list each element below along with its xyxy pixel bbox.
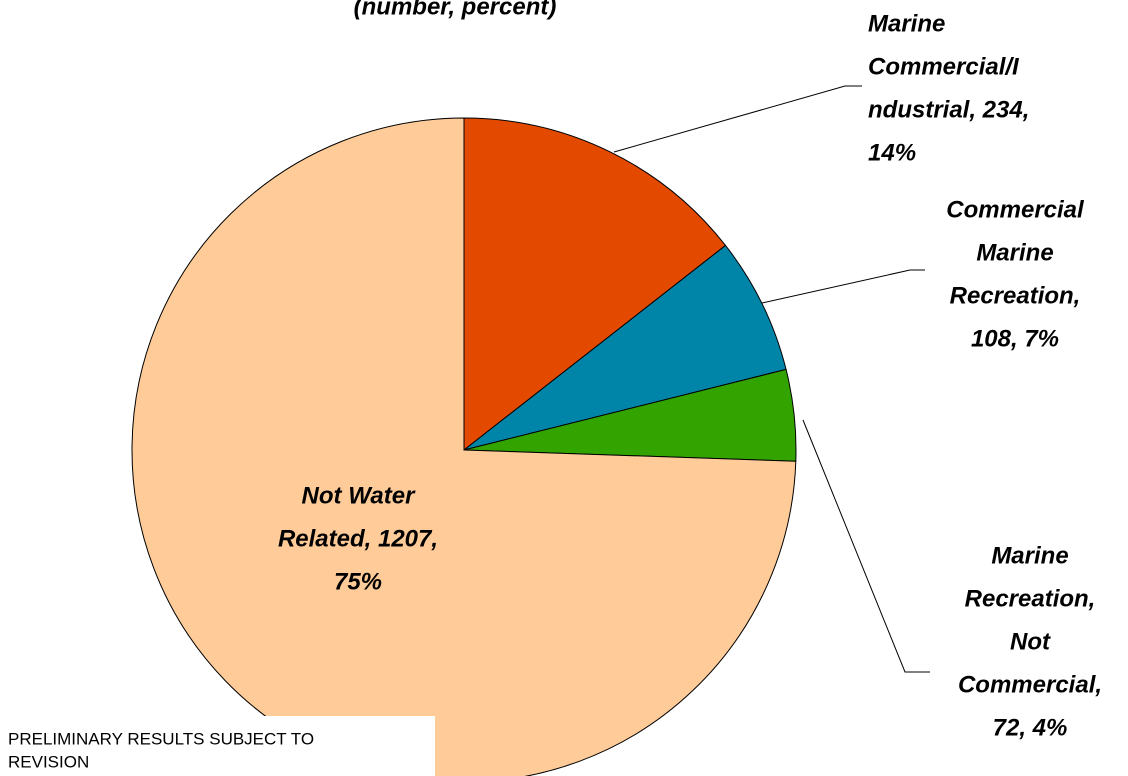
data-label: Marine	[868, 10, 945, 37]
data-label: Commercial,	[958, 671, 1102, 698]
data-label: Marine	[991, 542, 1068, 569]
note-box	[0, 716, 435, 776]
pie	[131, 117, 797, 776]
data-label: 72, 4%	[993, 714, 1068, 741]
chart-subtitle: (number, percent)	[354, 0, 557, 20]
pie-slice	[463, 244, 787, 451]
data-label: Not Water	[302, 482, 417, 509]
data-label: Recreation,	[950, 282, 1081, 309]
note: PRELIMINARY RESULTS SUBJECT TO REVISION	[8, 729, 314, 771]
data-label: ndustrial, 234,	[868, 96, 1029, 123]
leader-line	[802, 419, 930, 673]
data-labels: Marine Commercial/I ndustrial, 234, 14% Comm…	[278, 10, 1102, 741]
data-label: Related, 1207,	[278, 525, 438, 552]
pie-slice	[131, 117, 797, 776]
leader-line	[613, 85, 862, 153]
data-label: Commercial	[946, 196, 1085, 223]
leader-line	[761, 269, 925, 304]
pie-slice	[463, 117, 727, 452]
data-label: Marine	[976, 239, 1053, 266]
data-label: 108, 7%	[971, 325, 1059, 352]
data-label: 75%	[334, 568, 382, 595]
note-text: REVISION	[8, 752, 89, 771]
data-label: Not	[1010, 628, 1051, 655]
data-label: Commercial/I	[868, 53, 1020, 80]
data-label: 14%	[868, 139, 916, 166]
note-text: PRELIMINARY RESULTS SUBJECT TO	[8, 729, 314, 748]
data-label: Recreation,	[965, 585, 1096, 612]
